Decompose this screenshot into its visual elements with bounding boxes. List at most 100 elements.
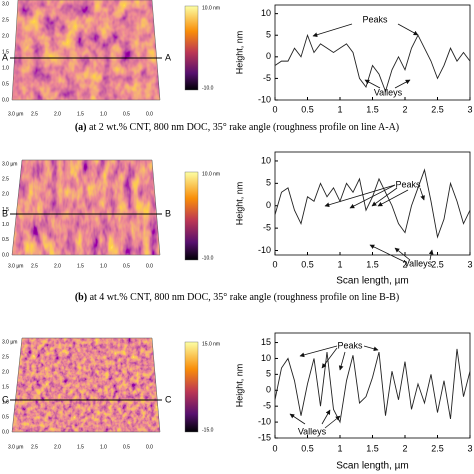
annotation: Peaks — [362, 14, 388, 24]
image-x-tick: 2.5 — [31, 444, 38, 450]
y-tick-label: 10 — [261, 353, 271, 363]
afm-frame — [11, 337, 161, 433]
x-tick-label: 0.5 — [301, 443, 314, 453]
x-tick-label: 1 — [337, 104, 342, 114]
y-tick-label: 5 — [266, 178, 271, 188]
x-tick-label: 1.5 — [366, 259, 379, 269]
y-tick-label: 10 — [261, 8, 271, 18]
afm-image — [12, 160, 160, 255]
annotation-arrow — [364, 79, 381, 89]
annotation-arrow — [394, 247, 411, 261]
image-x-tick: 1.0 — [100, 444, 107, 450]
annotation-arrow — [394, 79, 411, 89]
image-x-tick: 3.0 µm — [8, 111, 23, 117]
image-y-tick: 3.0 µm — [2, 339, 17, 345]
caption: (b) at 4 wt.% CNT, 800 nm DOC, 35° rake … — [75, 292, 399, 303]
annotation: Peaks — [395, 179, 421, 189]
colorbar — [184, 171, 199, 261]
image-x-tick: 2.0 — [54, 111, 61, 117]
annotation-arrow — [419, 187, 425, 201]
section-label: C — [165, 394, 172, 404]
image-x-tick: 3.0 µm — [8, 444, 23, 450]
annotation-arrow — [324, 415, 341, 429]
profile-line — [274, 168, 471, 239]
colorbar-label: -10.0 — [202, 85, 214, 91]
image-x-tick: 0.5 — [123, 263, 130, 269]
annotation: Valleys — [298, 426, 327, 436]
x-tick-label: 3 — [467, 443, 472, 453]
y-tick-label: -5 — [263, 223, 271, 233]
x-tick-label: 1 — [337, 259, 342, 269]
x-tick-label: 2 — [402, 259, 407, 269]
caption-text: at 2 wt.% CNT, 800 nm DOC, 35° rake angl… — [87, 122, 400, 133]
image-y-tick: 2.5 — [2, 176, 9, 182]
image-y-tick: 2.0 — [2, 192, 9, 198]
image-y-tick: 1.5 — [2, 49, 9, 55]
image-x-tick: 0.0 — [146, 444, 153, 450]
y-tick-label: -15 — [258, 432, 271, 442]
x-tick-label: 3 — [467, 259, 472, 269]
annotation-arrow — [369, 244, 406, 263]
annotation-arrow — [371, 187, 398, 207]
image-x-tick: 0.0 — [146, 263, 153, 269]
x-tick-label: 2.5 — [431, 259, 444, 269]
colorbar-label: 10.0 nm — [202, 171, 220, 177]
afm-image — [12, 338, 160, 432]
y-axis-label: Height, nm — [234, 364, 244, 408]
annotation-arrow — [321, 347, 338, 369]
image-x-tick: 1.0 — [100, 111, 107, 117]
annotation-arrow — [349, 184, 396, 209]
x-tick-label: 0.5 — [301, 259, 314, 269]
x-axis-label: Scan length, µm — [336, 461, 408, 472]
image-y-tick: 0.5 — [2, 81, 9, 87]
image-y-tick: 1.5 — [2, 207, 9, 213]
x-tick-label: 3 — [467, 104, 472, 114]
colorbar-label: 10.0 nm — [202, 5, 220, 11]
x-axis-label: Scan length, µm — [336, 276, 408, 287]
y-tick-label: -5 — [263, 401, 271, 411]
image-y-tick: 0.5 — [2, 237, 9, 243]
profile-line — [274, 33, 471, 93]
annotation-arrow — [321, 409, 331, 425]
annotation-arrow — [312, 23, 353, 38]
x-tick-label: 0.5 — [301, 104, 314, 114]
image-y-tick: 0.0 — [2, 252, 9, 258]
afm-frame — [11, 159, 161, 256]
annotation-arrow — [338, 351, 346, 371]
image-y-tick: 1.0 — [2, 222, 9, 228]
caption-tag: (b) — [75, 292, 87, 303]
annotation-arrow — [363, 345, 379, 352]
caption-text: at 4 wt.% CNT, 800 nm DOC, 35° rake angl… — [87, 292, 399, 303]
annotation: Peaks — [337, 340, 363, 350]
image-x-tick: 3.0 µm — [8, 263, 23, 269]
image-x-tick: 0.5 — [123, 444, 130, 450]
annotation-arrow — [428, 249, 434, 261]
image-y-tick: 0.0 — [2, 429, 9, 435]
y-tick-label: 0 — [266, 385, 271, 395]
image-x-tick: 2.5 — [31, 263, 38, 269]
x-tick-label: 0 — [272, 104, 277, 114]
afm-image — [12, 0, 160, 100]
x-tick-label: 1 — [337, 443, 342, 453]
image-x-tick: 1.5 — [77, 111, 84, 117]
y-tick-label: 5 — [266, 369, 271, 379]
image-y-tick: 0.5 — [2, 414, 9, 420]
section-label: C — [2, 394, 9, 404]
x-tick-label: 2 — [402, 443, 407, 453]
image-y-tick: 2.0 — [2, 33, 9, 39]
y-axis-label: Height, nm — [234, 31, 244, 75]
section-label: B — [165, 208, 171, 218]
colorbar — [184, 5, 199, 91]
annotation-arrow — [299, 345, 338, 358]
image-y-tick: 0.0 — [2, 97, 9, 103]
image-x-tick: 1.5 — [77, 263, 84, 269]
image-y-tick: 3.0 µm — [2, 161, 17, 167]
caption-tag: (a) — [75, 122, 87, 133]
plot-frame — [274, 151, 471, 256]
caption: (a) at 2 wt.% CNT, 800 nm DOC, 35° rake … — [75, 122, 399, 133]
profile-line — [274, 348, 471, 424]
image-x-tick: 0.5 — [123, 111, 130, 117]
annotation-arrow — [377, 189, 409, 207]
